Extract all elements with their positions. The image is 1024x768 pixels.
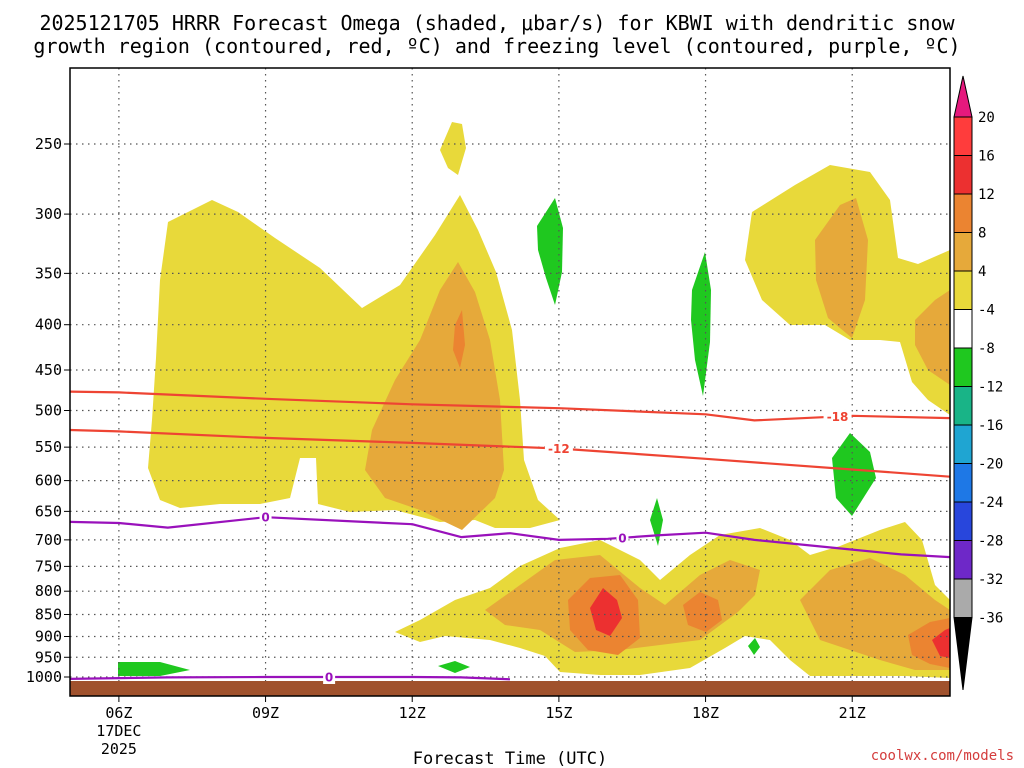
x-axis-title: Forecast Time (UTC) — [413, 749, 607, 768]
x-tick-label: 09Z — [252, 704, 279, 722]
y-tick-label: 500 — [35, 402, 62, 420]
omega-region-neg4-neg8 — [691, 252, 711, 396]
y-tick-label: 850 — [35, 606, 62, 624]
x-year-label: 2025 — [101, 740, 137, 758]
x-tick-label: 12Z — [399, 704, 426, 722]
contour-label-bg — [323, 670, 336, 684]
plot-frame — [69, 67, 951, 697]
colorbar-label: 4 — [978, 264, 986, 280]
omega-region-12-16 — [683, 592, 722, 632]
y-tick-label: 650 — [35, 502, 62, 520]
x-tick-label: 18Z — [692, 704, 719, 722]
colorbar-top-arrow — [953, 75, 973, 118]
colorbar-swatch — [953, 424, 973, 464]
colorbar-label: -8 — [978, 341, 995, 357]
colorbar-swatch — [953, 270, 973, 310]
y-tick-label: 900 — [35, 627, 62, 645]
colorbar-label: -4 — [978, 303, 995, 319]
y-tick-label: 750 — [35, 557, 62, 575]
contour-label-bg — [544, 441, 573, 456]
colorbar-swatch — [953, 386, 973, 426]
x-date-label: 17DEC — [96, 722, 141, 740]
credit-link[interactable]: coolwx.com/models — [871, 748, 1014, 764]
contour-line — [69, 428, 951, 478]
y-tick-label: 1000 — [26, 668, 62, 686]
colorbar-swatch — [953, 501, 973, 541]
x-tick-label: 21Z — [839, 704, 866, 722]
y-tick-label: 700 — [35, 531, 62, 549]
contour-lines: -12 -18 0 0 0 — [69, 390, 951, 685]
grid-lines — [70, 68, 950, 681]
omega-region-neg4-neg8 — [832, 433, 876, 516]
contour-label: 0 — [261, 511, 269, 525]
x-tick-label: 15Z — [545, 704, 572, 722]
omega-region-neg4-neg8 — [438, 661, 470, 673]
colorbar-swatch — [953, 116, 973, 156]
ground-strip — [70, 681, 950, 696]
colorbar-swatch — [953, 309, 973, 349]
omega-region-neg4-neg8 — [650, 498, 663, 546]
colorbar-swatch — [953, 463, 973, 503]
colorbar-label: -36 — [978, 611, 1003, 627]
colorbar-swatch — [953, 155, 973, 195]
contour-label-bg — [259, 510, 272, 525]
colorbar-label: -20 — [978, 457, 1003, 473]
omega-region-neg4-neg8 — [537, 198, 563, 305]
y-tick-label: 400 — [35, 316, 62, 334]
colorbar-label: 16 — [978, 149, 995, 165]
contour-label: -12 — [548, 442, 570, 456]
omega-region-8-12 — [365, 262, 504, 530]
colorbar-swatch — [953, 347, 973, 387]
omega-region-16-20 — [590, 588, 622, 636]
y-tick-label: 250 — [35, 135, 62, 153]
omega-region-12-16 — [908, 618, 950, 668]
omega-region-neg4-neg8 — [748, 638, 760, 655]
colorbar-label: 20 — [978, 110, 995, 126]
omega-region-8-12 — [815, 198, 868, 338]
chart-title-line-2: growth region (contoured, red, ºC) and f… — [33, 34, 960, 58]
colorbar-swatch — [953, 232, 973, 272]
colorbar-bottom-arrow — [953, 617, 973, 691]
contour-label-bg — [616, 530, 629, 545]
colorbar-label: -32 — [978, 572, 1003, 588]
contour-line — [69, 390, 951, 422]
colorbar-label: -24 — [978, 495, 1003, 511]
omega-region-4-8 — [440, 122, 466, 175]
contour-label: -18 — [827, 410, 849, 424]
y-tick-label: 950 — [35, 648, 62, 666]
colorbar: 20 16 12 8 4 -4 -8 -12 -16 -20 -24 -28 -32 -36 — [953, 75, 1003, 691]
omega-region-12-16 — [453, 310, 465, 368]
colorbar-label: 12 — [978, 187, 995, 203]
omega-region-neg4-neg8 — [118, 662, 190, 676]
y-tick-label: 300 — [35, 205, 62, 223]
chart-title-line-1: 2025121705 HRRR Forecast Omega (shaded, … — [39, 11, 955, 35]
contour-label: 0 — [618, 531, 626, 545]
colorbar-swatch — [953, 578, 973, 618]
y-axis: 250 300 350 400 450 500 550 600 650 700 750 800 850 9… — [26, 135, 70, 686]
x-tick-label: 06Z — [105, 704, 132, 722]
y-tick-label: 800 — [35, 582, 62, 600]
contour-line — [69, 675, 511, 681]
contour-label: 0 — [325, 671, 333, 685]
colorbar-label: -16 — [978, 418, 1003, 434]
colorbar-swatch — [953, 540, 973, 580]
y-tick-label: 350 — [35, 264, 62, 282]
contour-label-bg — [823, 409, 852, 424]
omega-region-16-20 — [932, 628, 950, 658]
y-tick-label: 450 — [35, 361, 62, 379]
contour-line — [69, 516, 951, 559]
colorbar-label: -12 — [978, 380, 1003, 396]
colorbar-swatch — [953, 193, 973, 233]
y-tick-label: 550 — [35, 438, 62, 456]
colorbar-label: -28 — [978, 534, 1003, 550]
omega-region-8-12 — [915, 290, 950, 385]
colorbar-label: 8 — [978, 226, 986, 242]
y-tick-label: 600 — [35, 472, 62, 490]
